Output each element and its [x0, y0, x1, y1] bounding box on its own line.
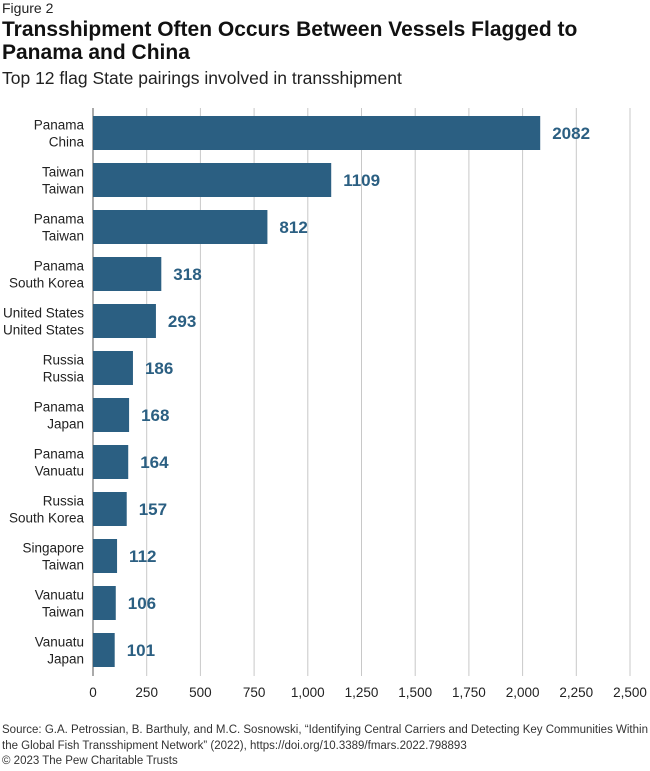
x-tick-label: 1,750	[452, 685, 486, 700]
chart-subtitle: Top 12 flag State pairings involved in t…	[2, 68, 402, 88]
category-label: Taiwan	[42, 558, 84, 573]
category-label: Taiwan	[42, 605, 84, 620]
x-tick-label: 250	[135, 685, 158, 700]
value-label: 812	[279, 218, 307, 237]
category-label: Panama	[34, 447, 85, 462]
value-label: 318	[173, 265, 201, 284]
x-tick-label: 1,000	[291, 685, 325, 700]
value-label: 2082	[552, 124, 590, 143]
category-label: Taiwan	[42, 182, 84, 197]
bar	[93, 398, 130, 432]
category-label: Panama	[34, 259, 85, 274]
x-tick-label: 2,250	[559, 685, 593, 700]
figure-label: Figure 2	[2, 0, 54, 16]
x-tick-label: 2,500	[613, 685, 647, 700]
category-label: Taiwan	[42, 165, 84, 180]
source-note: Source: G.A. Petrossian, B. Barthuly, an…	[2, 724, 648, 752]
category-label: Taiwan	[42, 229, 84, 244]
category-label: Vanuatu	[35, 635, 84, 650]
category-label: Russia	[43, 353, 85, 368]
bar	[93, 351, 133, 385]
value-label: 106	[128, 594, 156, 613]
value-label: 164	[140, 453, 169, 472]
x-tick-label: 1,500	[398, 685, 432, 700]
category-label: Japan	[47, 417, 84, 432]
bar	[93, 633, 115, 667]
bar	[93, 445, 129, 479]
bar	[93, 539, 118, 573]
category-label: Vanuatu	[35, 588, 84, 603]
chart-title: Transshipment Often Occurs Between Vesse…	[2, 18, 578, 64]
bar	[93, 163, 332, 197]
bar	[93, 116, 541, 150]
value-label: 112	[129, 547, 156, 566]
value-label: 168	[141, 406, 169, 425]
category-label: Panama	[34, 400, 85, 415]
category-label: United States	[3, 306, 84, 321]
value-label: 186	[145, 359, 173, 378]
x-tick-label: 0	[89, 685, 97, 700]
x-tick-label: 750	[243, 685, 266, 700]
category-label: Singapore	[22, 541, 84, 556]
category-label: United States	[3, 323, 84, 338]
category-label: South Korea	[9, 511, 85, 526]
x-tick-label: 1,250	[345, 685, 379, 700]
category-label: Russia	[43, 494, 85, 509]
bar	[93, 304, 156, 338]
value-label: 293	[168, 312, 196, 331]
bar	[93, 492, 127, 526]
x-tick-label: 500	[189, 685, 212, 700]
bar	[93, 210, 268, 244]
bar	[93, 586, 116, 620]
bar	[93, 257, 162, 291]
x-tick-label: 2,000	[506, 685, 540, 700]
category-label: Vanuatu	[35, 464, 84, 479]
category-label: Japan	[47, 652, 84, 667]
category-label: Panama	[34, 212, 85, 227]
value-label: 1109	[343, 171, 380, 190]
bar-chart: 0 250 500 750 1,000 1,250 1,500 1,750 2,000 2,250…	[3, 108, 647, 700]
value-label: 101	[127, 641, 155, 660]
value-label: 157	[139, 500, 167, 519]
category-label: Russia	[43, 370, 85, 385]
category-label: South Korea	[9, 276, 85, 291]
copyright-note: © 2023 The Pew Charitable Trusts	[2, 755, 178, 767]
category-label: China	[49, 135, 85, 150]
category-label: Panama	[34, 118, 85, 133]
